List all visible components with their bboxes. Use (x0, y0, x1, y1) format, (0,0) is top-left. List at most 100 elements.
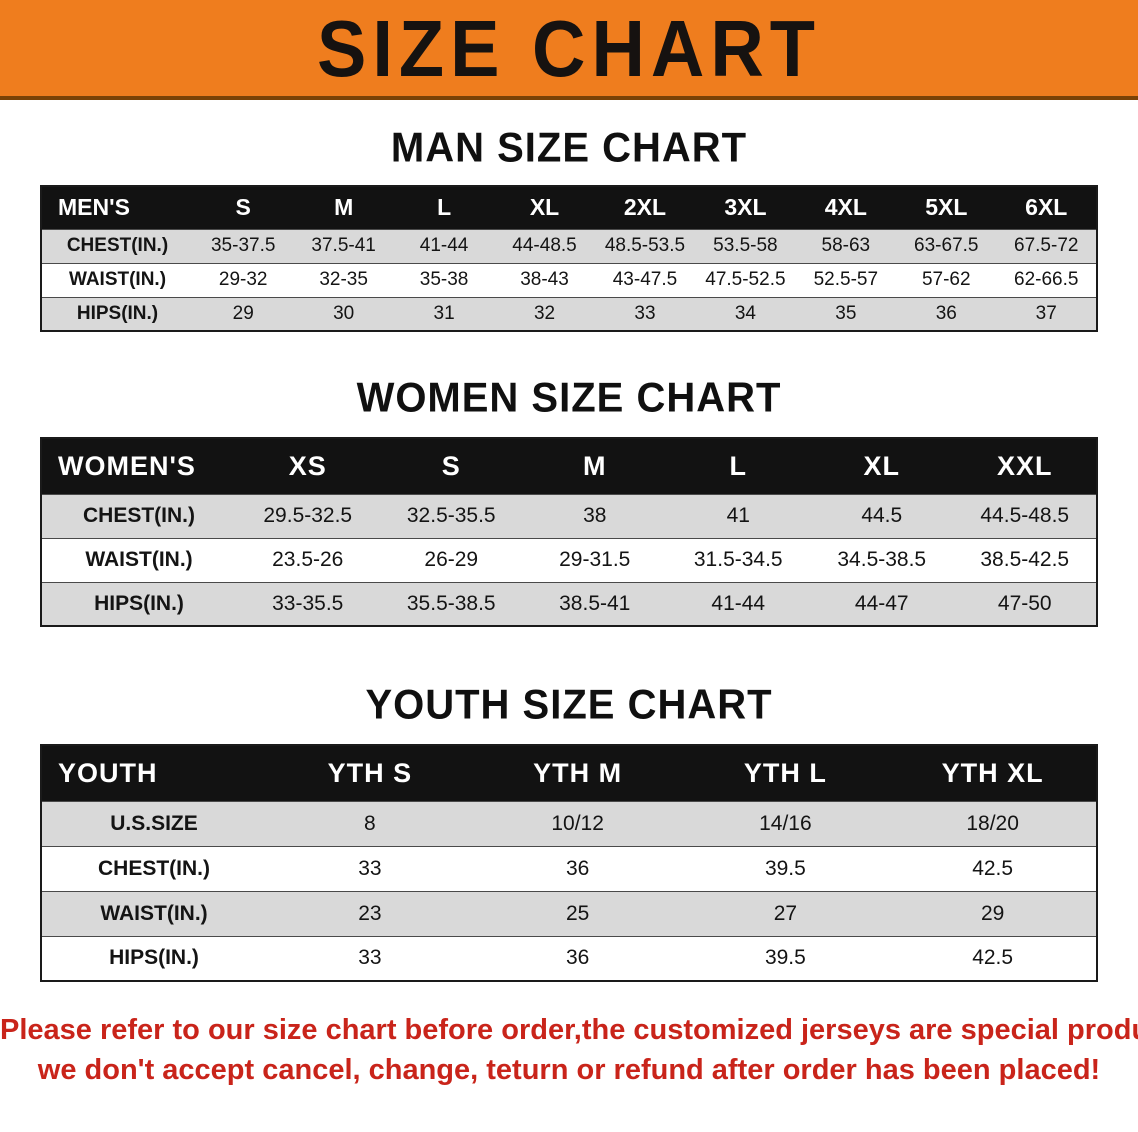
measurement-value: 23.5-26 (272, 548, 344, 571)
measurement-value: 36 (565, 946, 590, 970)
measurement-value: 37 (1035, 302, 1057, 324)
notice-line-1: Please refer to our size chart before or… (0, 1014, 1138, 1046)
size-column-header: L (393, 186, 495, 229)
size-column-header: M (293, 186, 394, 229)
table-row: HIPS(IN.) 33 36 39.5 42.5 (41, 936, 1097, 981)
measurement-value: 52.5-57 (813, 269, 879, 290)
table-corner-label: MEN'S (41, 186, 193, 229)
measurement-value: 35.5-38.5 (406, 591, 496, 615)
measurement-label: CHEST(IN.) (66, 235, 169, 256)
size-column-header: 5XL (896, 186, 997, 229)
measurement-label: WAIST(IN.) (68, 269, 167, 290)
section-women: WOMEN SIZE CHART WOMEN'S XS S M L XL XXL CHEST(… (0, 375, 1138, 627)
measurement-label: CHEST(IN.) (83, 504, 195, 527)
table-row: HIPS(IN.) 33-35.5 35.5-38.5 38.5-41 41-44 44-… (41, 582, 1097, 626)
size-column-header: M (523, 438, 667, 494)
measurement-value: 39.5 (764, 856, 806, 880)
section-youth: YOUTH SIZE CHART YOUTH YTH S YTH M YTH L YTH… (0, 681, 1138, 982)
measurement-value: 23 (358, 901, 382, 925)
measurement-value: 44-48.5 (512, 235, 577, 256)
measurement-value: 48.5-53.5 (604, 235, 686, 256)
section-men: MAN SIZE CHART MEN'S S M L XL 2XL 3XL 4XL 5XL 6XL… (0, 125, 1138, 332)
measurement-value: 53.5-58 (713, 235, 778, 256)
size-column-header: S (193, 186, 294, 229)
table-row: WAIST(IN.) 23 25 27 29 (41, 891, 1097, 936)
measurement-value: 57-62 (921, 269, 971, 290)
measurement-value: 35-38 (419, 269, 469, 290)
measurement-value: 14/16 (759, 811, 812, 835)
measurement-value: 47-50 (997, 591, 1052, 615)
measurement-label: HIPS(IN.) (109, 946, 199, 970)
measurement-value: 8 (364, 811, 376, 835)
size-column-header: XS (236, 438, 380, 494)
measurement-value: 31.5-34.5 (693, 548, 783, 571)
measurement-value: 35-37.5 (210, 235, 276, 256)
size-column-header: 2XL (594, 186, 696, 229)
table-header-row: YOUTH YTH S YTH M YTH L YTH XL (41, 745, 1097, 801)
size-column-header: L (666, 438, 810, 494)
measurement-value: 33 (358, 856, 382, 880)
youth-section-heading: YOUTH SIZE CHART (365, 681, 773, 729)
table-row: CHEST(IN.) 33 36 39.5 42.5 (41, 846, 1097, 891)
measurement-value: 42.5 (972, 946, 1014, 970)
table-row: WAIST(IN.) 29-32 32-35 35-38 38-43 43-47.5 47.… (41, 263, 1097, 297)
measurement-value: 25 (565, 901, 590, 925)
mens-size-table: MEN'S S M L XL 2XL 3XL 4XL 5XL 6XL CHEST(IN.) 35-37… (40, 185, 1098, 332)
table-row: HIPS(IN.) 29 30 31 32 33 34 35 36 37 (41, 297, 1097, 331)
size-column-header: 3XL (695, 186, 796, 229)
measurement-value: 37.5-41 (311, 235, 376, 256)
measurement-value: 32-35 (319, 269, 368, 290)
measurement-value: 27 (773, 901, 798, 925)
table-header-row: MEN'S S M L XL 2XL 3XL 4XL 5XL 6XL (41, 186, 1097, 229)
measurement-value: 36 (935, 302, 957, 324)
table-corner-label: WOMEN'S (41, 438, 236, 494)
table-corner-label: YOUTH (41, 745, 266, 801)
measurement-value: 35 (835, 302, 857, 324)
measurement-value: 38-43 (520, 269, 569, 290)
measurement-value: 38 (583, 504, 607, 527)
measurement-label: U.S.SIZE (110, 811, 198, 835)
measurement-value: 47.5-52.5 (705, 269, 786, 290)
measurement-value: 41-44 (711, 591, 766, 615)
measurement-value: 41-44 (419, 235, 469, 256)
measurement-value: 36 (565, 856, 590, 880)
measurement-value: 34 (734, 302, 756, 324)
measurement-value: 62-66.5 (1014, 269, 1079, 290)
measurement-value: 39.5 (764, 946, 806, 970)
table-row: U.S.SIZE 8 10/12 14/16 18/20 (41, 801, 1097, 846)
measurement-label: CHEST(IN.) (98, 856, 210, 880)
measurement-value: 58-63 (821, 235, 871, 256)
table-header-row: WOMEN'S XS S M L XL XXL (41, 438, 1097, 494)
measurement-value: 33-35.5 (272, 591, 344, 615)
measurement-value: 29-31.5 (559, 548, 631, 571)
table-row: CHEST(IN.) 29.5-32.5 32.5-35.5 38 41 44.5 44.5… (41, 494, 1097, 538)
size-column-header: XL (494, 186, 595, 229)
size-column-header: YTH XL (889, 745, 1097, 801)
table-row: WAIST(IN.) 23.5-26 26-29 29-31.5 31.5-34.5 34… (41, 538, 1097, 582)
measurement-value: 38.5-41 (559, 591, 631, 615)
measurement-value: 33 (634, 302, 656, 324)
youth-size-table: YOUTH YTH S YTH M YTH L YTH XL U.S.SIZE 8 10/12… (40, 744, 1098, 982)
measurement-label: WAIST(IN.) (85, 548, 193, 571)
measurement-label: WAIST(IN.) (100, 901, 208, 925)
measurement-value: 29.5-32.5 (263, 504, 353, 527)
measurement-value: 43-47.5 (612, 269, 678, 290)
size-column-header: YTH L (681, 745, 890, 801)
size-column-header: 6XL (996, 186, 1097, 229)
measurement-value: 32.5-35.5 (406, 504, 496, 527)
measurement-value: 41 (726, 504, 750, 527)
size-column-header: XXL (953, 438, 1097, 494)
size-column-header: S (379, 438, 523, 494)
measurement-value: 44.5 (861, 504, 903, 527)
measurement-value: 29 (980, 901, 1005, 925)
measurement-label: HIPS(IN.) (94, 591, 184, 615)
measurement-value: 32 (533, 302, 556, 324)
womens-size-table: WOMEN'S XS S M L XL XXL CHEST(IN.) 29.5-32.5 32.5… (40, 437, 1098, 627)
measurement-value: 33 (358, 946, 382, 970)
banner-title: SIZE CHART (317, 3, 821, 93)
size-column-header: 4XL (795, 186, 897, 229)
measurement-value: 29 (232, 302, 254, 324)
footer-notice: Please refer to our size chart before or… (0, 1010, 1138, 1090)
measurement-value: 42.5 (972, 856, 1014, 880)
